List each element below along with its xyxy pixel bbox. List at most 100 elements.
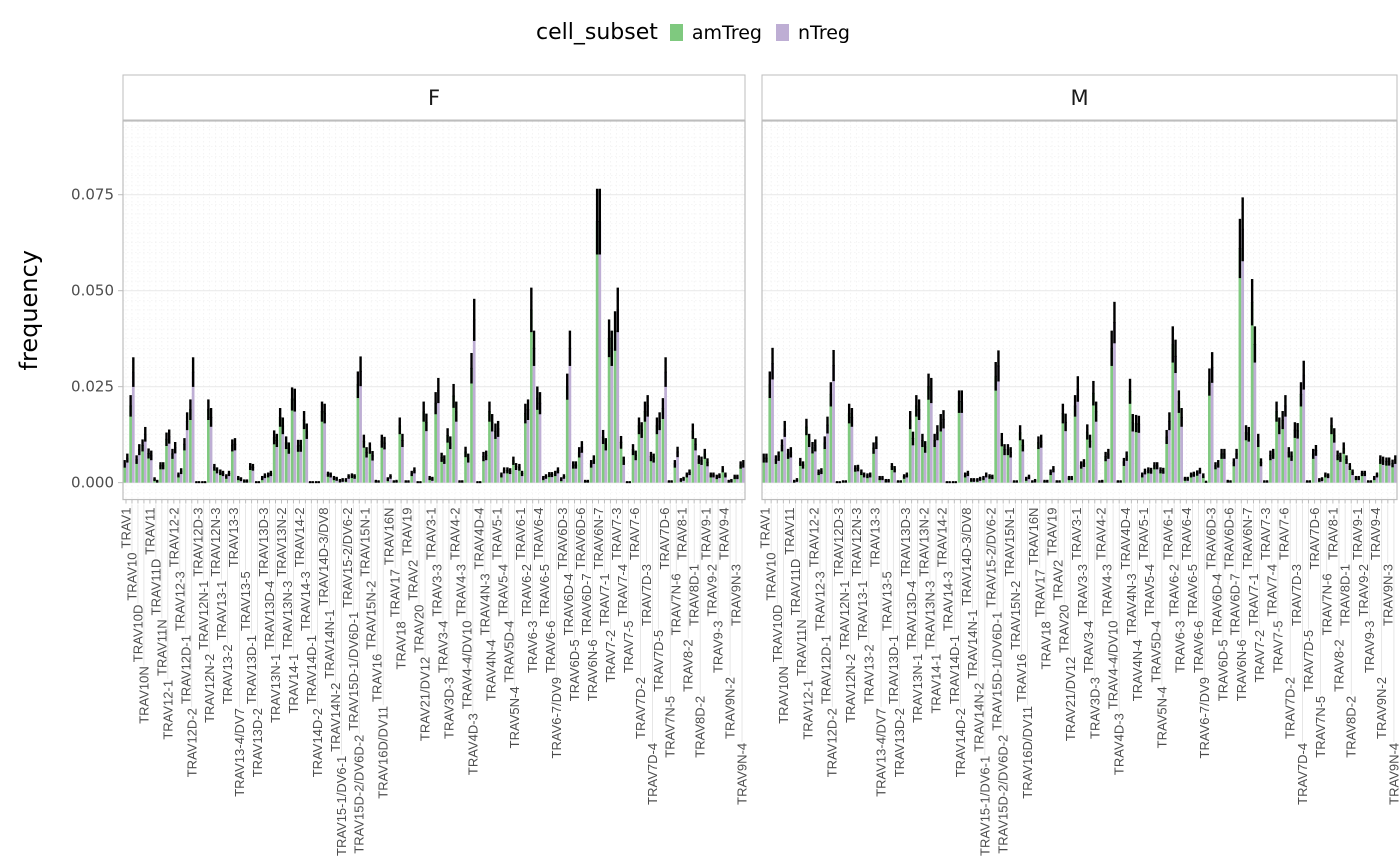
bar-amtreg: [1269, 455, 1272, 483]
bar-amtreg: [878, 478, 882, 483]
bar-ntreg: [1052, 469, 1055, 483]
bar-amtreg: [1061, 413, 1065, 483]
x-tick-label: TRAV8-2: [681, 639, 696, 692]
bar-ntreg: [1284, 405, 1287, 483]
x-tick-label: TRAV12N-2: [843, 654, 858, 723]
facet-panel-m: M: [761, 74, 1398, 504]
bar-ntreg: [466, 458, 470, 483]
x-tick-label: TRAV9-4: [717, 508, 732, 561]
x-tick-label: TRAV18: [1038, 621, 1053, 669]
bar-amtreg: [619, 442, 623, 483]
bar-amtreg: [963, 474, 967, 483]
legend-label-amtreg: amTreg: [691, 21, 762, 44]
x-tick-label: TRAV15N-2: [1008, 581, 1023, 650]
x-tick-label: TRAV8-2: [1331, 639, 1346, 692]
bar-amtreg: [817, 472, 821, 483]
x-tick-label: TRAV9-2: [705, 564, 720, 617]
bar-ntreg: [1253, 344, 1257, 483]
facet-panel-f: F: [122, 74, 746, 504]
x-tick-label: TRAV9-3: [711, 621, 726, 674]
x-tick-label: TRAV6D-3: [555, 508, 570, 570]
bar-ntreg: [1259, 462, 1263, 483]
x-tick-label: TRAV2: [406, 560, 421, 601]
bar-amtreg: [933, 440, 937, 483]
x-tick-label: TRAV14-3: [941, 571, 956, 631]
y-tick-label: 0.000: [71, 474, 114, 492]
y-tick-label: 0.025: [71, 378, 114, 396]
bar-ntreg: [532, 348, 536, 483]
bar-amtreg: [1104, 456, 1107, 483]
x-tick-label: TRAV6D-7: [1228, 573, 1243, 635]
bar-amtreg: [272, 437, 276, 483]
bar-ntreg: [1198, 470, 1202, 483]
bar-ntreg: [771, 363, 774, 483]
bar-ntreg: [502, 470, 506, 483]
x-tick-label: TRAV20: [412, 605, 427, 653]
x-tick-label: TRAV21/DV12: [418, 657, 433, 741]
bar-ntreg: [604, 444, 608, 483]
bar-amtreg: [847, 413, 851, 483]
bar-amtreg: [236, 478, 240, 483]
x-tick-label: TRAV15-1/DV6-1: [334, 756, 349, 856]
x-tick-label: TRAV13N-2: [274, 508, 289, 577]
bar-amtreg: [637, 425, 641, 483]
bar-amtreg: [1165, 436, 1169, 483]
bar-ntreg: [520, 473, 524, 483]
bar-ntreg: [1003, 449, 1006, 483]
bar-ntreg: [353, 476, 356, 483]
bar-ntreg: [209, 417, 213, 483]
x-tick-label: TRAV8D-1: [687, 564, 702, 626]
bar-amtreg: [691, 431, 695, 483]
bar-ntreg: [688, 472, 691, 483]
x-tick-label: TRAV3-1: [424, 508, 439, 561]
bar-amtreg: [1287, 452, 1291, 483]
bar-amtreg: [332, 478, 336, 483]
bar-ntreg: [1174, 356, 1177, 483]
bar-ntreg: [893, 469, 897, 483]
bar-amtreg: [739, 464, 743, 483]
x-tick-label: TRAV9-3: [1362, 621, 1377, 674]
bar-amtreg: [189, 409, 192, 483]
facet-strip: [122, 74, 746, 122]
x-tick-label: TRAV21/DV12: [1063, 657, 1078, 741]
bar-ntreg: [305, 431, 309, 483]
x-tick-label: TRAV13-4/DV7: [232, 708, 247, 797]
x-tick-label: TRAV9N-2: [1374, 677, 1389, 739]
x-tick-label: TRAV14-1: [286, 654, 301, 714]
x-tick-label: TRAV7D-2: [1283, 677, 1298, 739]
x-tick-label: TRAV7-3: [609, 508, 624, 561]
x-tick-label: TRAV8D-1: [1338, 564, 1353, 626]
x-tick-label: TRAV4N-3: [1124, 573, 1139, 635]
x-tick-label: TRAV9-2: [1356, 564, 1371, 617]
bar-ntreg: [807, 440, 811, 483]
bar-amtreg: [780, 445, 784, 483]
bar-ntreg: [413, 470, 416, 483]
x-tick-label: TRAV12-1: [160, 680, 175, 740]
bar-amtreg: [866, 475, 869, 483]
bar-amtreg: [1067, 478, 1071, 483]
x-tick-label: TRAV12D-2: [184, 708, 199, 777]
x-tick-label: TRAV5D-4: [1148, 621, 1163, 683]
bar-ntreg: [143, 434, 147, 483]
bar-amtreg: [829, 394, 833, 483]
bar-amtreg: [872, 448, 875, 483]
x-tick-label: TRAV7-2: [1252, 630, 1267, 683]
bar-ntreg: [233, 444, 237, 483]
x-tick-label: TRAV7D-6: [1307, 508, 1322, 570]
x-tick-label: TRAV13D-4: [262, 581, 277, 650]
bar-amtreg: [774, 459, 778, 483]
bar-amtreg: [1159, 470, 1162, 483]
x-tick-label: TRAV12N-3: [208, 508, 223, 577]
bar-ntreg: [538, 403, 542, 483]
x-tick-label: TRAV13D-3: [256, 508, 271, 577]
bar-amtreg: [1177, 401, 1181, 483]
bar-amtreg: [284, 442, 288, 483]
bar-amtreg: [171, 453, 174, 483]
x-tick-label: TRAV9N-3: [1380, 564, 1395, 626]
bar-ntreg: [1375, 474, 1379, 483]
x-tick-label: TRAV7-6: [1277, 508, 1292, 561]
bar-amtreg: [1354, 478, 1358, 483]
x-tick-label: TRAV12D-1: [819, 635, 834, 704]
bar-ntreg: [984, 474, 988, 483]
bar-amtreg: [823, 442, 827, 483]
